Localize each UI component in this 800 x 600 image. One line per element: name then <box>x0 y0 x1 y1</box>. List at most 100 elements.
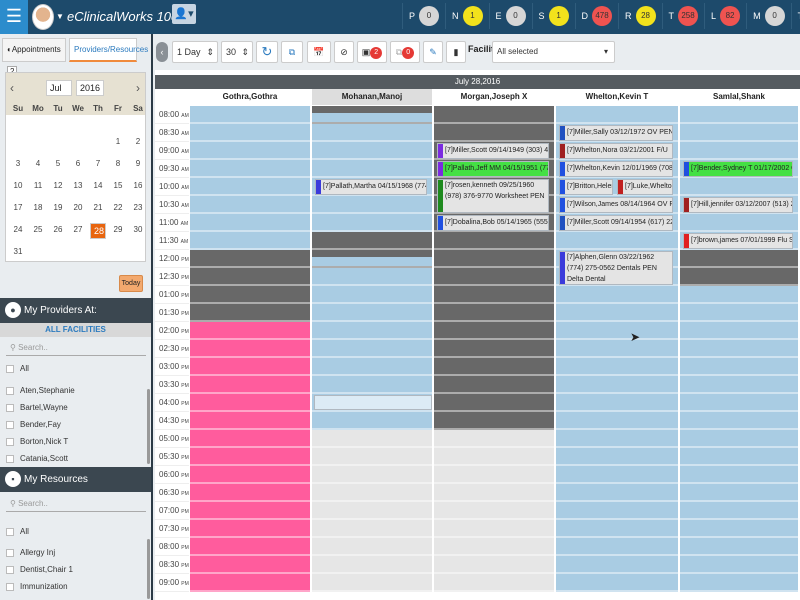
time-slot[interactable] <box>556 286 678 304</box>
checkbox-item[interactable]: Dentist,Chair 1 <box>6 565 73 574</box>
calendar-day[interactable]: 17 <box>13 203 23 212</box>
time-slot[interactable] <box>556 232 678 250</box>
time-slot[interactable] <box>190 178 310 196</box>
time-slot[interactable] <box>190 502 310 520</box>
time-slot[interactable] <box>556 340 678 358</box>
appointment[interactable]: [7]Whelton,Nora 03/21/2001 F/U <box>559 143 673 159</box>
selected-time-slot[interactable] <box>314 395 432 410</box>
next-month-icon[interactable]: › <box>136 81 140 95</box>
time-slot[interactable] <box>190 574 310 592</box>
time-slot[interactable] <box>680 520 798 538</box>
time-slot[interactable] <box>312 520 432 538</box>
checkbox-item[interactable]: Immunization <box>6 582 68 591</box>
appointment[interactable]: [7]Miller,Scott 09/14/1954 (617) 222- <box>559 215 673 231</box>
calendar-day[interactable]: 16 <box>133 181 143 190</box>
time-slot[interactable] <box>190 322 310 340</box>
time-slot[interactable] <box>190 142 310 160</box>
appointment[interactable]: [7]Bender,Sydney T 01/17/2002 OV <box>683 161 793 177</box>
calendar-day[interactable]: 25 <box>33 225 43 234</box>
time-slot[interactable] <box>312 430 432 448</box>
checkbox-item[interactable]: Bartel,Wayne <box>6 403 68 412</box>
messages-button[interactable]: ▣ 2 <box>357 41 387 63</box>
appointment[interactable]: [7]rosen,kenneth 09/25/1960 (978) 376-97… <box>437 179 549 213</box>
time-slot[interactable] <box>556 484 678 502</box>
time-slot[interactable] <box>680 340 798 358</box>
calendar-day[interactable]: 2 <box>135 137 141 146</box>
checkbox-item[interactable]: All <box>6 527 29 536</box>
time-slot[interactable] <box>312 556 432 574</box>
time-slot[interactable] <box>680 214 798 232</box>
time-slot[interactable] <box>312 340 432 358</box>
calendar-day[interactable]: 11 <box>33 181 43 190</box>
calendar-day[interactable]: 24 <box>13 225 23 234</box>
user-avatar[interactable] <box>32 4 54 30</box>
badge-d[interactable]: D 478 <box>574 3 619 29</box>
time-slot[interactable] <box>556 394 678 412</box>
interval-select[interactable]: 30 ⇕ <box>221 41 253 63</box>
time-slot[interactable] <box>434 340 554 358</box>
checkbox-item[interactable]: All <box>6 364 29 373</box>
checkbox[interactable] <box>6 565 14 574</box>
calendar-day[interactable]: 30 <box>133 225 143 234</box>
tab-providers-resources[interactable]: Providers/Resources <box>69 38 148 62</box>
time-slot[interactable] <box>680 178 798 196</box>
time-slot[interactable] <box>434 466 554 484</box>
calendar-day[interactable]: 14 <box>93 181 103 190</box>
time-slot[interactable] <box>190 538 310 556</box>
time-slot[interactable] <box>556 520 678 538</box>
time-slot[interactable] <box>680 106 798 124</box>
time-slot[interactable] <box>190 520 310 538</box>
time-slot[interactable] <box>190 394 310 412</box>
time-slot[interactable] <box>680 142 798 160</box>
calendar-day[interactable]: 7 <box>95 159 101 168</box>
calendar-day[interactable]: 19 <box>53 203 63 212</box>
time-slot[interactable] <box>434 286 554 304</box>
time-slot[interactable] <box>190 448 310 466</box>
calendar-day[interactable]: 9 <box>135 159 141 168</box>
calendar-day[interactable]: 29 <box>113 225 123 234</box>
checkbox[interactable] <box>6 437 14 446</box>
time-slot[interactable] <box>556 106 678 124</box>
appointment[interactable]: [7]Dobalina,Bob 05/14/1965 (555) <box>437 215 549 231</box>
time-slot[interactable] <box>680 538 798 556</box>
time-slot[interactable] <box>190 106 310 124</box>
time-slot[interactable] <box>556 412 678 430</box>
month-select[interactable]: Jul <box>46 80 72 96</box>
calendar-day[interactable]: 28 <box>90 223 106 239</box>
time-slot[interactable] <box>434 556 554 574</box>
time-slot[interactable] <box>434 520 554 538</box>
prev-month-icon[interactable]: ‹ <box>10 81 14 95</box>
reschedule-icon[interactable]: ⧉ <box>281 41 303 63</box>
time-slot[interactable] <box>556 304 678 322</box>
time-slot[interactable] <box>680 430 798 448</box>
resources-scrollbar[interactable] <box>147 539 150 599</box>
calendar-day[interactable]: 3 <box>15 159 21 168</box>
time-slot[interactable] <box>680 304 798 322</box>
time-slot[interactable] <box>190 304 310 322</box>
time-slot[interactable] <box>680 466 798 484</box>
edit-icon[interactable]: ✎ <box>423 41 443 63</box>
time-slot[interactable] <box>190 286 310 304</box>
time-slot[interactable] <box>434 502 554 520</box>
time-slot[interactable] <box>312 160 432 178</box>
time-slot[interactable] <box>556 358 678 376</box>
appointment[interactable]: [7]Wilson,James 08/14/1964 OV PEN <box>559 197 673 213</box>
calendar-day[interactable]: 20 <box>73 203 83 212</box>
checkbox-item[interactable]: Bender,Fay <box>6 420 61 429</box>
time-slot[interactable] <box>190 484 310 502</box>
checkbox[interactable] <box>6 420 14 429</box>
time-slot[interactable] <box>312 502 432 520</box>
calendar-day[interactable]: 12 <box>53 181 63 190</box>
checkbox[interactable] <box>6 527 14 536</box>
time-slot[interactable] <box>556 376 678 394</box>
facility-select[interactable]: All selected ▾ <box>492 41 615 63</box>
calendar-day[interactable]: 26 <box>53 225 63 234</box>
time-slot[interactable] <box>434 322 554 340</box>
checkbox[interactable] <box>6 454 14 463</box>
time-slot[interactable] <box>434 448 554 466</box>
time-slot[interactable] <box>680 286 798 304</box>
time-slot[interactable] <box>680 358 798 376</box>
provider-column-header[interactable]: Whelton,Kevin T <box>556 89 678 105</box>
checkbox-item[interactable]: Borton,Nick T <box>6 437 68 446</box>
